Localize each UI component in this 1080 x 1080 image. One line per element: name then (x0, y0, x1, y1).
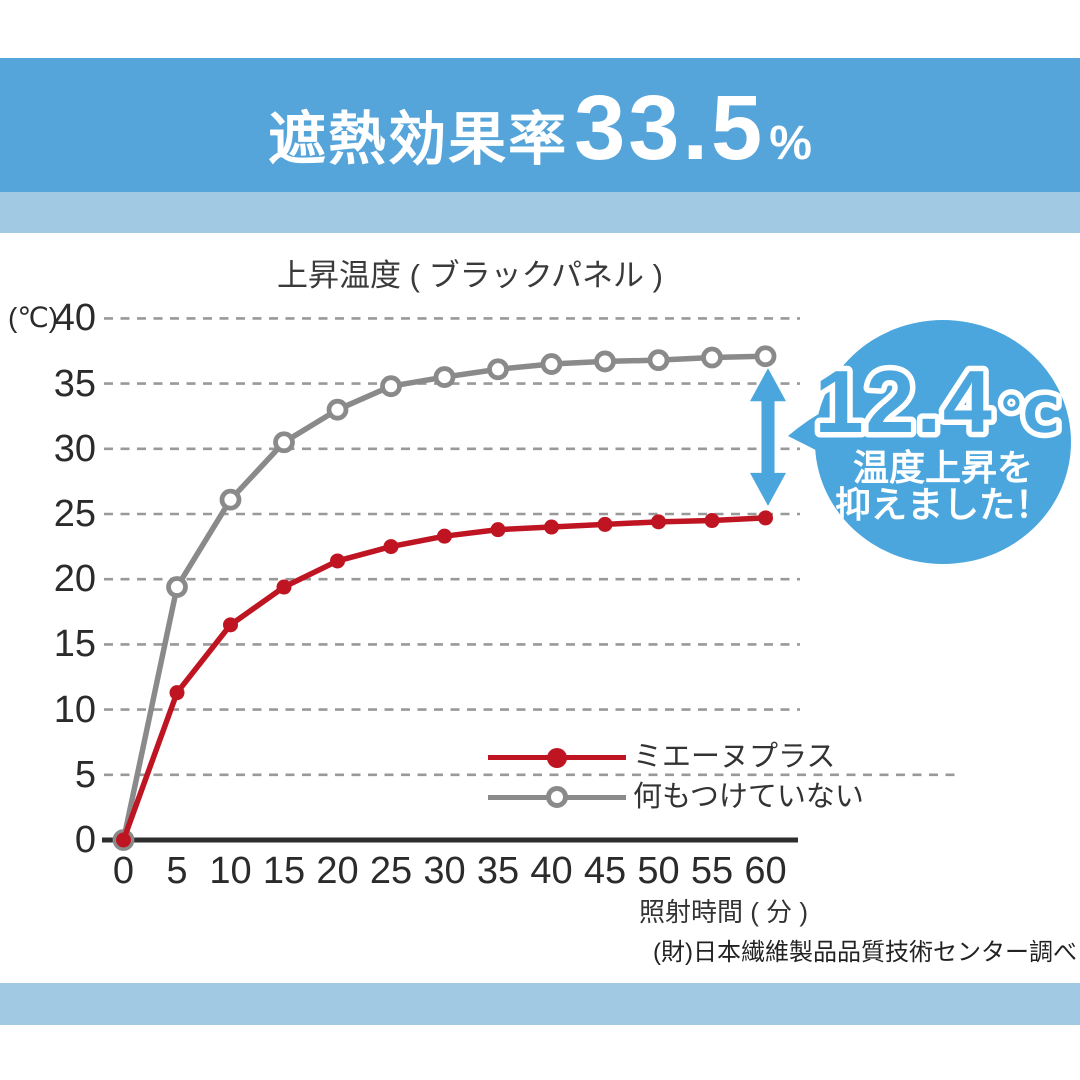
y-tick-20: 20 (53, 558, 96, 601)
x-tick-30: 30 (423, 850, 466, 892)
x-tick-25: 25 (369, 850, 413, 892)
x-axis-label: 照射時間 ( 分 ) (639, 897, 808, 927)
x-tick-50: 50 (637, 850, 680, 892)
y-tick-30: 30 (53, 427, 96, 470)
headline-band: 遮熱効果率 33.5% (0, 58, 1080, 192)
x-tick-55: 55 (690, 850, 734, 892)
headline-label: 遮熱効果率 (268, 107, 569, 172)
y-tick-25: 25 (53, 493, 96, 535)
x-tick-35: 35 (476, 850, 520, 892)
legend-label-series1: ミエーヌプラス (633, 741, 836, 773)
x-tick-15: 15 (262, 850, 306, 892)
x-tick-0: 0 (112, 850, 135, 892)
legend-marker-filled-circle (547, 748, 567, 768)
x-tick-10: 10 (209, 850, 252, 892)
x-tick-45: 45 (583, 850, 627, 892)
headline-unit: % (769, 117, 812, 170)
y-axis-unit-label: (℃) (8, 302, 59, 333)
x-tick-5: 5 (166, 850, 188, 892)
bubble-text-line1: 温度上昇を (853, 447, 1033, 488)
legend-label-series2: 何もつけていない (633, 781, 864, 813)
stripe-bottom (0, 983, 1080, 1025)
bubble-value: 12.4 ℃ (815, 352, 1062, 451)
chart-title: 上昇温度 ( ブラックパネル ) (277, 258, 663, 293)
x-tick-20: 20 (316, 850, 359, 892)
bubble-circle (815, 320, 1071, 564)
stripe-top (0, 192, 1080, 233)
source-note: (財)日本繊維製品品質技術センター調べ (653, 939, 1077, 966)
bubble-text-line2: 抑えました！ (835, 484, 1051, 525)
y-tick-0: 0 (74, 819, 96, 861)
headline-value: 33.5 (574, 77, 766, 179)
y-tick-10: 10 (53, 688, 96, 731)
y-tick-15: 15 (53, 623, 96, 666)
y-tick-40: 40 (53, 297, 96, 340)
bubble-value-unit: ℃ (999, 387, 1062, 443)
x-tick-40: 40 (530, 850, 573, 892)
legend-marker-open-circle (546, 786, 568, 808)
y-tick-5: 5 (74, 753, 96, 796)
highlight-bubble: 12.4 ℃ 温度上昇を 抑えました！ (788, 320, 1071, 564)
difference-arrow (750, 368, 786, 506)
bubble-value-number: 12.4 (815, 352, 994, 451)
y-tick-35: 35 (53, 362, 96, 405)
x-tick-60: 60 (744, 850, 787, 892)
plot-layer (102, 317, 955, 851)
